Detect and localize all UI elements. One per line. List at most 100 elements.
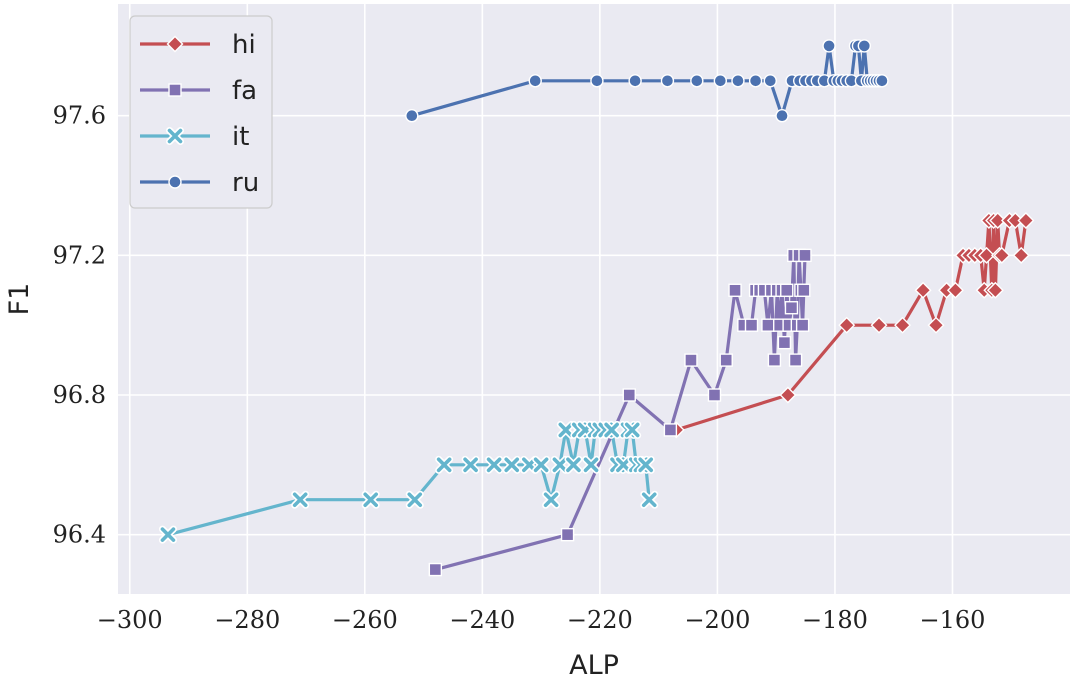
y-tick-label: 96.4	[53, 521, 106, 549]
data-point-fa	[684, 353, 698, 367]
x-marker-stroke	[463, 457, 478, 473]
x-marker-stroke	[407, 492, 423, 508]
data-point-it	[542, 490, 561, 509]
legend-item-it: it	[140, 122, 249, 152]
x-tick-label: −220	[567, 606, 633, 634]
data-point-ru	[628, 74, 642, 88]
x-marker-stroke	[486, 457, 502, 473]
series-layer	[158, 39, 1035, 577]
x-marker-stroke	[160, 527, 176, 542]
data-point-it	[640, 490, 659, 509]
data-point-fa	[719, 353, 733, 367]
data-point-fa	[784, 301, 799, 315]
data-point-fa	[663, 423, 678, 437]
legend-marker	[168, 83, 182, 97]
series-fa	[428, 248, 812, 577]
data-point-fa	[761, 318, 775, 332]
y-tick-label: 96.8	[53, 381, 106, 409]
grid	[118, 4, 1070, 594]
x-marker-stroke	[543, 492, 559, 508]
data-point-ru	[775, 109, 789, 123]
data-point-it	[405, 490, 424, 509]
data-point-fa	[428, 562, 443, 577]
x-marker-stroke	[616, 457, 631, 473]
data-point-it	[532, 455, 551, 474]
data-point-hi	[870, 316, 888, 334]
legend-item-ru: ru	[140, 168, 259, 198]
data-point-fa	[798, 248, 812, 263]
data-point-it	[582, 455, 601, 474]
x-marker-stroke	[583, 457, 599, 473]
legend-box	[129, 15, 273, 209]
data-point-ru	[857, 39, 872, 53]
data-point-hi	[1017, 211, 1035, 229]
data-point-hi	[838, 316, 856, 334]
data-point-ru	[590, 74, 604, 88]
data-point-ru	[405, 109, 419, 123]
legend-label: it	[232, 122, 249, 152]
data-point-it	[556, 420, 575, 439]
data-point-it	[502, 455, 521, 474]
tick-labels: −300 −280 −260 −240 −220 −200 −180 −160 96.4 96.8…	[53, 102, 986, 634]
data-point-it	[602, 420, 621, 439]
data-point-hi	[978, 246, 996, 264]
series-it	[158, 420, 659, 544]
x-marker-stroke	[641, 492, 657, 508]
data-point-ru	[731, 74, 745, 88]
data-point-ru	[660, 74, 675, 88]
legend-label: ru	[232, 168, 259, 198]
data-point-fa	[767, 353, 782, 367]
data-point-it	[614, 455, 633, 474]
legend-item-hi: hi	[140, 30, 256, 60]
data-point-hi	[989, 211, 1007, 229]
x-axis-title: ALP	[569, 650, 619, 681]
data-point-ru	[713, 74, 728, 88]
data-point-it	[435, 455, 454, 474]
data-point-fa	[622, 388, 636, 402]
data-point-it	[550, 455, 569, 474]
data-point-fa	[797, 283, 811, 297]
x-tick-label: −160	[920, 606, 986, 634]
y-tick-label: 97.6	[53, 102, 106, 130]
x-marker-stroke	[638, 457, 654, 473]
x-tick-label: −180	[802, 606, 868, 634]
x-tick-label: −300	[97, 606, 163, 634]
data-point-fa	[777, 335, 792, 350]
x-marker-stroke	[533, 457, 549, 473]
data-point-fa	[788, 353, 803, 367]
x-marker-stroke	[363, 492, 378, 508]
data-point-it	[623, 420, 642, 439]
data-point-it	[461, 455, 480, 474]
x-marker-stroke	[604, 422, 619, 438]
plot-background	[118, 4, 1070, 594]
x-tick-label: −260	[332, 606, 398, 634]
x-tick-label: −240	[449, 606, 515, 634]
x-marker-stroke	[566, 457, 581, 473]
data-point-it	[361, 490, 380, 509]
data-point-it	[636, 455, 655, 474]
series-hi	[667, 211, 1035, 439]
data-point-fa	[744, 318, 759, 332]
legend-label: fa	[232, 76, 257, 106]
data-point-hi	[914, 281, 932, 299]
x-marker-stroke	[292, 492, 308, 508]
data-point-ru	[822, 39, 836, 53]
x-marker-stroke	[558, 422, 574, 438]
data-point-hi	[946, 281, 964, 299]
legend-item-fa: fa	[140, 76, 257, 106]
data-point-ru	[528, 74, 542, 88]
series-ru	[405, 39, 889, 123]
data-point-hi	[894, 316, 912, 334]
data-point-it	[158, 525, 177, 544]
data-point-hi	[779, 386, 797, 404]
x-marker-stroke	[436, 457, 452, 473]
x-tick-label: −280	[214, 606, 280, 634]
legend-marker	[166, 35, 184, 53]
legend-label: hi	[232, 30, 256, 60]
y-axis-title: F1	[4, 283, 35, 316]
legend-marker	[168, 175, 182, 189]
data-point-hi	[927, 316, 945, 334]
data-point-fa	[560, 527, 575, 542]
data-point-hi	[986, 281, 1004, 299]
